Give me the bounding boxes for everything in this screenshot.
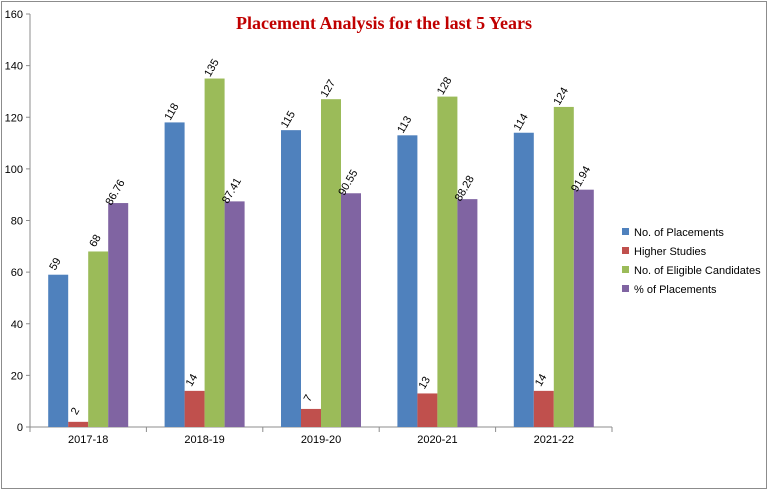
y-tick-label: 0 [17, 422, 23, 434]
y-tick-label: 100 [5, 164, 23, 176]
y-tick-label: 80 [11, 216, 23, 228]
x-tick-label: 2019-20 [301, 434, 341, 446]
bar [224, 201, 245, 427]
data-label: 7 [302, 393, 315, 404]
legend-swatch [622, 247, 629, 254]
data-label: 114 [512, 112, 531, 133]
data-label: 13 [417, 375, 434, 392]
bar [108, 203, 129, 427]
bar [437, 96, 458, 427]
y-tick-label: 60 [11, 267, 23, 279]
chart-title: Placement Analysis for the last 5 Years [236, 13, 532, 33]
data-label: 135 [202, 57, 222, 79]
bar [301, 408, 321, 427]
x-tick-label: 2017-18 [68, 434, 108, 446]
bar [397, 135, 418, 427]
y-tick-label: 140 [5, 61, 23, 73]
bar [281, 130, 301, 427]
bar [533, 390, 554, 427]
legend-label: Higher Studies [634, 246, 707, 258]
legend-swatch [622, 285, 629, 292]
legend-label: % of Placements [634, 284, 717, 296]
data-label: 59 [47, 256, 64, 273]
data-label: 128 [435, 75, 455, 97]
bar [48, 274, 69, 427]
bar [321, 99, 341, 428]
legend-label: No. of Eligible Candidates [634, 265, 761, 277]
legend: No. of Placements Higher Studies No. of El… [622, 227, 761, 296]
legend-swatch [622, 266, 629, 273]
bar [553, 106, 574, 428]
data-label: 127 [319, 78, 339, 100]
bar [164, 122, 185, 427]
data-label: 118 [162, 101, 181, 122]
bars [48, 78, 594, 428]
data-label: 14 [184, 372, 201, 389]
bar [68, 421, 89, 427]
data-label: 14 [533, 372, 550, 389]
x-tick-label: 2018-19 [184, 434, 224, 446]
data-labels: 59 118 115 113 114 2 14 7 13 14 68 135 127 128 124 86.7… [47, 57, 593, 417]
y-tick-label: 120 [5, 112, 23, 124]
bar [417, 393, 438, 427]
data-label: 68 [87, 233, 104, 250]
data-label: 115 [279, 109, 298, 130]
y-tick-label: 20 [11, 370, 23, 382]
y-tick-label: 160 [5, 9, 23, 21]
data-label: 86.76 [104, 178, 128, 208]
bar [457, 199, 478, 427]
data-label: 113 [395, 114, 414, 135]
bar [204, 78, 225, 427]
bar [513, 132, 534, 428]
data-label: 2 [69, 406, 82, 417]
x-tick-label: 2021-22 [534, 434, 574, 446]
legend-label: No. of Placements [634, 227, 724, 239]
legend-swatch [622, 228, 629, 235]
bar [184, 390, 205, 427]
data-label: 124 [551, 85, 571, 107]
bar [88, 251, 109, 427]
x-tick-label: 2020-21 [417, 434, 457, 446]
y-tick-label: 40 [11, 319, 23, 331]
bar [341, 193, 361, 427]
bar [573, 189, 594, 427]
